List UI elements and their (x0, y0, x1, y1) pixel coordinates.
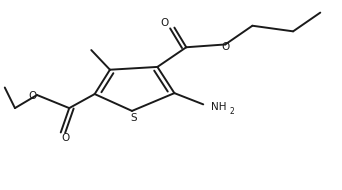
Text: S: S (130, 113, 137, 123)
Text: O: O (62, 133, 70, 143)
Text: O: O (161, 18, 169, 28)
Text: O: O (222, 42, 230, 52)
Text: 2: 2 (230, 107, 234, 116)
Text: O: O (28, 92, 37, 101)
Text: NH: NH (211, 102, 226, 112)
